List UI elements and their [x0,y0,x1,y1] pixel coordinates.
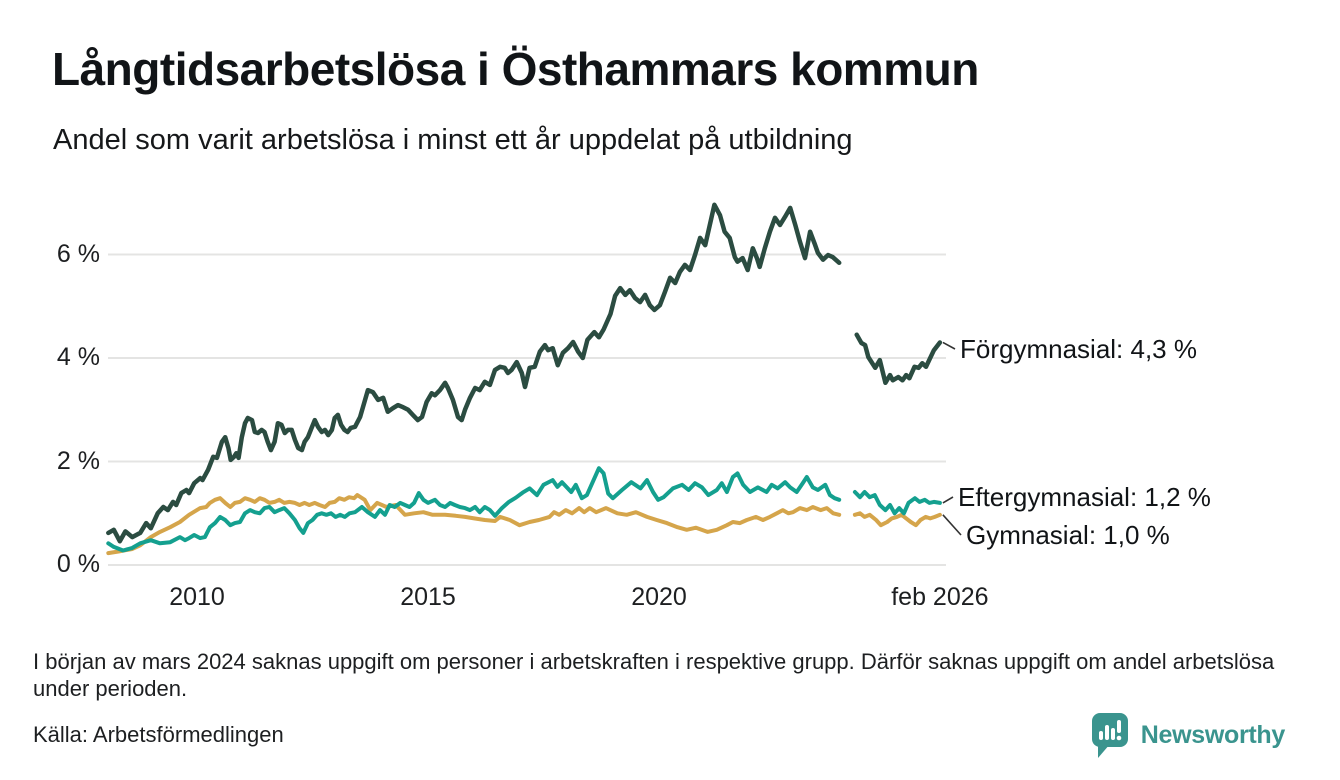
x-tick-2020: 2020 [631,583,687,611]
series-line-förgymnasial-1 [854,332,943,386]
page-title: Långtidsarbetslösa i Östhammars kommun [52,43,979,95]
page-subtitle: Andel som varit arbetslösa i minst ett å… [53,124,853,156]
y-tick-0: 0 % [56,550,100,578]
label-connector-gymnasial [942,514,962,536]
series-line-eftergymnasial-0 [106,466,842,553]
newsworthy-wordmark: Newsworthy [1140,721,1286,749]
y-tick-4: 4 % [56,343,100,371]
x-tick-feb-2026: feb 2026 [891,583,989,611]
source-credit: Källa: Arbetsförmedlingen [33,722,284,747]
series-label-forgymnasial: Förgymnasial: 4,3 % [960,334,1197,364]
footnote: I början av mars 2024 saknas uppgift om … [33,649,1275,701]
series-label-eftergymnasial: Eftergymnasial: 1,2 % [958,482,1211,512]
series-line-gymnasial-1 [852,511,942,528]
series-label-gymnasial: Gymnasial: 1,0 % [966,520,1170,550]
newsworthy-logo-icon [1091,712,1131,759]
newsworthy-logo[interactable]: Newsworthy [1091,712,1285,759]
label-connector-förgymnasial [942,341,956,350]
y-tick-2: 2 % [56,446,100,475]
x-tick-2015: 2015 [400,583,456,611]
series-line-gymnasial-0 [106,493,842,556]
y-tick-6: 6 % [56,239,100,268]
series-line-förgymnasial-0 [106,202,842,544]
series-line-eftergymnasial-1 [852,490,942,516]
x-tick-2010: 2010 [169,583,225,611]
label-connector-eftergymnasial [942,496,954,504]
